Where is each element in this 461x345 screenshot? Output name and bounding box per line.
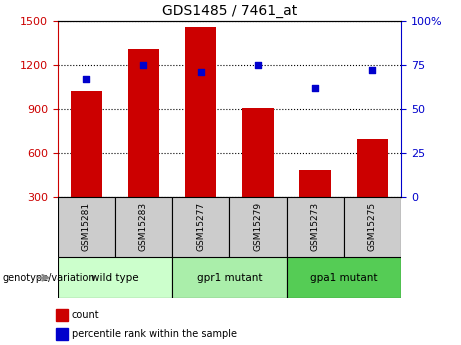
Point <box>197 69 204 75</box>
Text: GSM15275: GSM15275 <box>368 202 377 252</box>
Bar <box>300 170 331 197</box>
Point <box>83 76 90 81</box>
Text: wild type: wild type <box>91 273 139 283</box>
Text: gpr1 mutant: gpr1 mutant <box>196 273 262 283</box>
Bar <box>71 91 102 197</box>
Text: count: count <box>72 310 100 320</box>
Bar <box>344 197 401 257</box>
Bar <box>242 108 274 197</box>
Bar <box>128 49 159 197</box>
Bar <box>56 327 68 339</box>
Bar <box>357 139 388 197</box>
Bar <box>115 197 172 257</box>
Point <box>140 62 147 68</box>
Bar <box>58 197 115 257</box>
Text: GSM15277: GSM15277 <box>196 202 205 252</box>
Bar <box>172 257 287 298</box>
Text: GSM15273: GSM15273 <box>311 202 320 252</box>
Bar <box>229 197 287 257</box>
Bar <box>172 197 229 257</box>
Bar <box>287 257 401 298</box>
Text: gpa1 mutant: gpa1 mutant <box>310 273 378 283</box>
Point <box>312 85 319 90</box>
Text: GSM15281: GSM15281 <box>82 202 91 252</box>
Text: percentile rank within the sample: percentile rank within the sample <box>72 329 237 339</box>
Bar <box>287 197 344 257</box>
Point <box>254 62 262 68</box>
Bar <box>185 27 217 197</box>
Bar <box>56 308 68 321</box>
Text: genotype/variation: genotype/variation <box>2 273 95 283</box>
Text: GSM15283: GSM15283 <box>139 202 148 252</box>
Point <box>369 67 376 73</box>
Text: GSM15279: GSM15279 <box>254 202 262 252</box>
Title: GDS1485 / 7461_at: GDS1485 / 7461_at <box>162 4 297 18</box>
Bar <box>58 257 172 298</box>
